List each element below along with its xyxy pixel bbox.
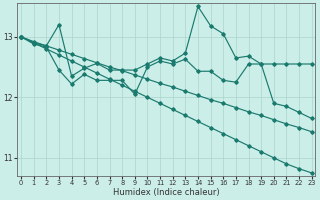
X-axis label: Humidex (Indice chaleur): Humidex (Indice chaleur) — [113, 188, 220, 197]
